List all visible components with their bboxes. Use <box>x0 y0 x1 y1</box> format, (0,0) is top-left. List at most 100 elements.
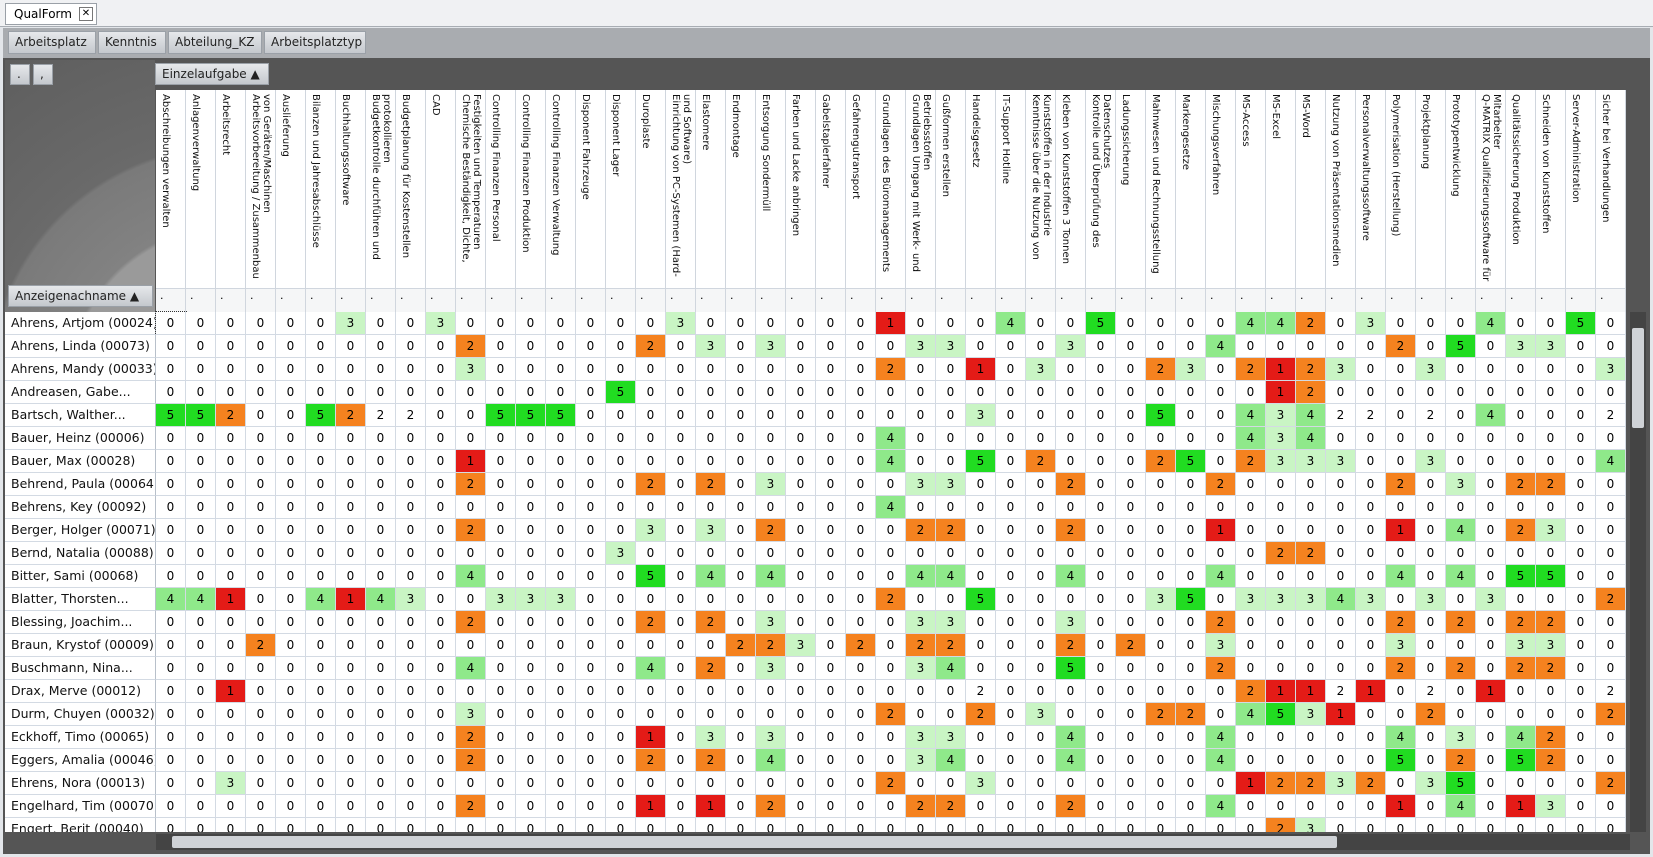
cell[interactable]: 4 <box>1386 565 1416 588</box>
cell[interactable]: 0 <box>186 726 216 749</box>
cell[interactable]: 0 <box>366 657 396 680</box>
cell[interactable]: 0 <box>666 795 696 818</box>
cell[interactable]: 0 <box>366 427 396 450</box>
cell[interactable]: 0 <box>936 772 966 795</box>
cell[interactable]: 2 <box>1296 381 1326 404</box>
cell[interactable]: 0 <box>156 611 186 634</box>
cell[interactable]: 0 <box>246 818 276 832</box>
cell[interactable]: 0 <box>546 611 576 634</box>
cell[interactable]: 0 <box>1266 611 1296 634</box>
cell[interactable]: 0 <box>606 335 636 358</box>
cell[interactable]: 0 <box>546 335 576 358</box>
cell[interactable]: 0 <box>1326 565 1356 588</box>
filter-cell[interactable]: . <box>1536 288 1566 312</box>
cell[interactable]: 2 <box>1506 611 1536 634</box>
cell[interactable]: 0 <box>1446 703 1476 726</box>
cell[interactable]: 0 <box>846 703 876 726</box>
cell[interactable]: 0 <box>1116 818 1146 832</box>
cell[interactable]: 0 <box>1086 450 1116 473</box>
cell[interactable]: 0 <box>906 312 936 335</box>
cell[interactable]: 2 <box>966 680 996 703</box>
cell[interactable]: 0 <box>306 795 336 818</box>
cell[interactable]: 0 <box>1206 818 1236 832</box>
cell[interactable]: 2 <box>1386 335 1416 358</box>
cell[interactable]: 0 <box>1206 404 1236 427</box>
cell[interactable]: 0 <box>456 496 486 519</box>
cell[interactable]: 0 <box>1086 749 1116 772</box>
cell[interactable]: 0 <box>1206 542 1236 565</box>
cell[interactable]: 0 <box>486 565 516 588</box>
filter-cell[interactable]: . <box>426 288 456 312</box>
cell[interactable]: 0 <box>1146 565 1176 588</box>
cell[interactable]: 0 <box>516 473 546 496</box>
cell[interactable]: 0 <box>1386 358 1416 381</box>
cell[interactable]: 0 <box>636 634 666 657</box>
cell[interactable]: 0 <box>366 312 396 335</box>
cell[interactable]: 0 <box>336 634 366 657</box>
cell[interactable]: 2 <box>936 634 966 657</box>
cell[interactable]: 0 <box>1446 450 1476 473</box>
cell[interactable]: 0 <box>1596 726 1626 749</box>
cell[interactable]: 0 <box>786 657 816 680</box>
cell[interactable]: 2 <box>1236 680 1266 703</box>
cell[interactable]: 0 <box>516 772 546 795</box>
cell[interactable]: 0 <box>1386 703 1416 726</box>
cell[interactable]: 0 <box>396 565 426 588</box>
cell[interactable]: 0 <box>1086 496 1116 519</box>
cell[interactable]: 0 <box>276 795 306 818</box>
cell[interactable]: 2 <box>1536 749 1566 772</box>
cell[interactable]: 0 <box>1056 381 1086 404</box>
cell[interactable]: 0 <box>216 657 246 680</box>
cell[interactable]: 0 <box>1506 588 1536 611</box>
cell[interactable]: 0 <box>1356 634 1386 657</box>
filter-cell[interactable]: . <box>366 288 396 312</box>
cell[interactable]: 0 <box>876 726 906 749</box>
filter-cell[interactable]: . <box>156 288 186 312</box>
cell[interactable]: 0 <box>606 680 636 703</box>
cell[interactable]: 2 <box>756 519 786 542</box>
cell[interactable]: 0 <box>306 680 336 703</box>
cell[interactable]: 0 <box>246 312 276 335</box>
cell[interactable]: 4 <box>1206 795 1236 818</box>
filter-cell[interactable]: . <box>546 288 576 312</box>
cell[interactable]: 0 <box>276 818 306 832</box>
cell[interactable]: 0 <box>576 818 606 832</box>
cell[interactable]: 0 <box>576 772 606 795</box>
cell[interactable]: 0 <box>186 335 216 358</box>
cell[interactable]: 0 <box>1056 427 1086 450</box>
cell[interactable]: 3 <box>606 542 636 565</box>
cell[interactable]: 0 <box>1086 358 1116 381</box>
cell[interactable]: 2 <box>1236 358 1266 381</box>
cell[interactable]: 0 <box>1596 335 1626 358</box>
cell[interactable]: 0 <box>966 312 996 335</box>
cell[interactable]: 0 <box>156 634 186 657</box>
cell[interactable]: 0 <box>996 726 1026 749</box>
cell[interactable]: 0 <box>1236 749 1266 772</box>
cell[interactable]: 0 <box>1146 335 1176 358</box>
cell[interactable]: 0 <box>546 818 576 832</box>
filter-cell[interactable]: . <box>696 288 726 312</box>
cell[interactable]: 3 <box>696 335 726 358</box>
cell[interactable]: 0 <box>276 565 306 588</box>
cell[interactable]: 0 <box>966 749 996 772</box>
cell[interactable]: 0 <box>1566 611 1596 634</box>
cell[interactable]: 2 <box>756 634 786 657</box>
filter-cell[interactable]: . <box>516 288 546 312</box>
cell[interactable]: 0 <box>606 772 636 795</box>
cell[interactable]: 0 <box>1386 450 1416 473</box>
cell[interactable]: 0 <box>966 427 996 450</box>
cell[interactable]: 0 <box>1236 542 1266 565</box>
cell[interactable]: 0 <box>1176 427 1206 450</box>
cell[interactable]: 1 <box>636 795 666 818</box>
cell[interactable]: 0 <box>786 312 816 335</box>
cell[interactable]: 0 <box>1056 680 1086 703</box>
cell[interactable]: 0 <box>786 450 816 473</box>
cell[interactable]: 0 <box>756 381 786 404</box>
cell[interactable]: 0 <box>516 703 546 726</box>
cell[interactable]: 3 <box>1476 588 1506 611</box>
cell[interactable]: 0 <box>186 473 216 496</box>
cell[interactable]: 0 <box>726 611 756 634</box>
cell[interactable]: 2 <box>1296 358 1326 381</box>
cell[interactable]: 0 <box>936 404 966 427</box>
cell[interactable]: 0 <box>1176 565 1206 588</box>
